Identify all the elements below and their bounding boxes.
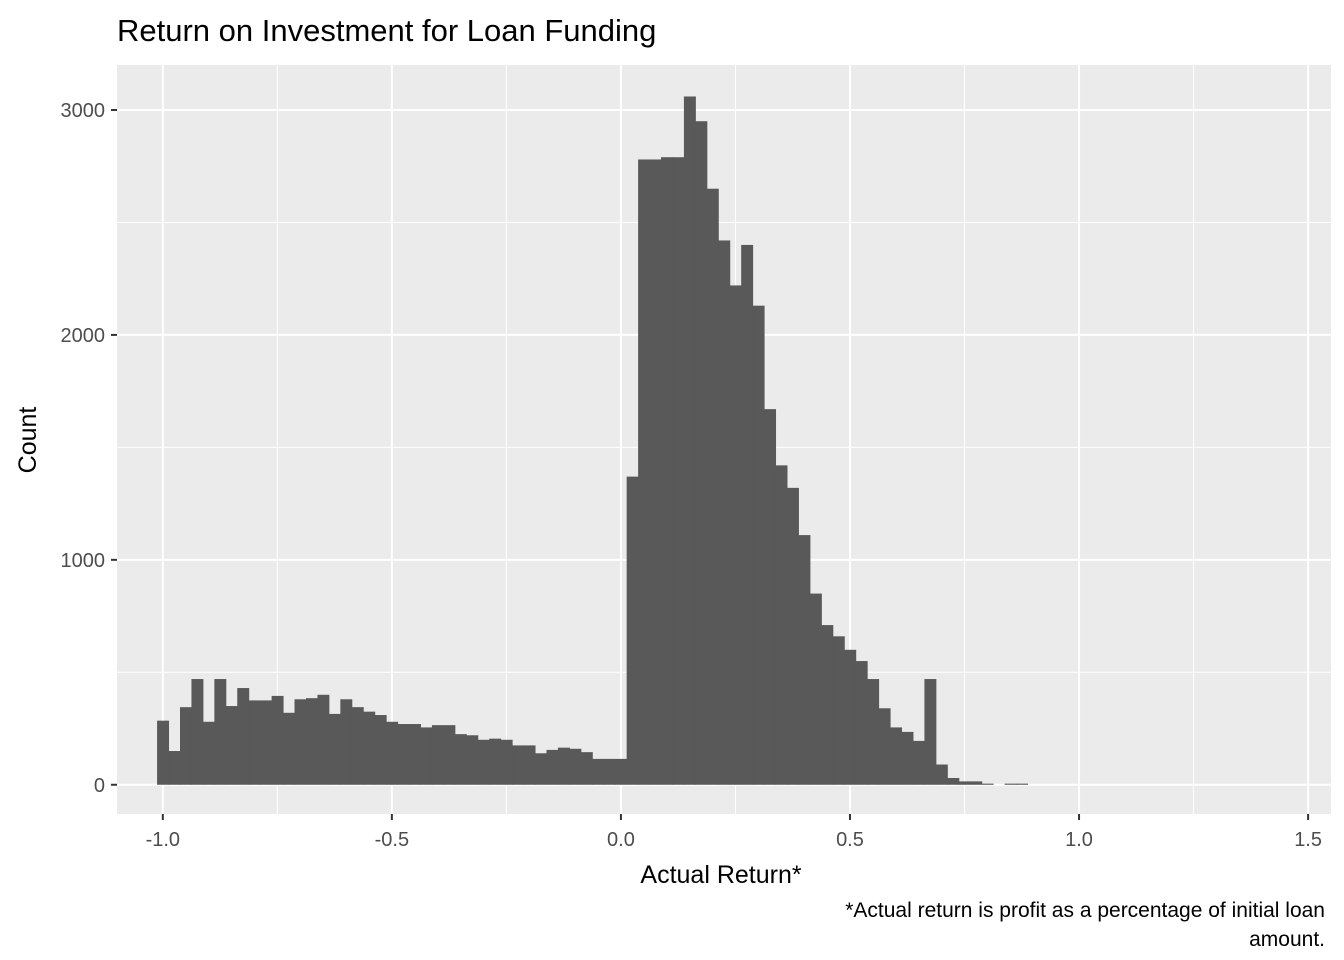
histogram-bar [523, 745, 536, 785]
x-tick-label: -0.5 [375, 829, 409, 851]
histogram-bar [374, 715, 387, 785]
histogram-bar [615, 758, 628, 785]
x-tick-label: 1.0 [1065, 829, 1093, 851]
histogram-bar [535, 753, 547, 785]
caption-line-1: *Actual return is profit as a percentage… [845, 899, 1325, 922]
histogram-bar [912, 740, 925, 785]
histogram-bar [729, 285, 742, 785]
histogram-bar [878, 708, 891, 785]
histogram-bar [1004, 783, 1017, 785]
histogram-bar [477, 739, 490, 785]
histogram-bar [431, 725, 444, 785]
histogram-bar [271, 695, 284, 785]
histogram-bar [958, 781, 971, 785]
histogram-bar [500, 739, 513, 785]
histogram-bar [363, 711, 376, 785]
histogram-bar [397, 724, 410, 785]
histogram-bar [569, 748, 582, 785]
histogram-bar [157, 720, 170, 785]
histogram-bar [317, 694, 330, 785]
histogram-bar [386, 721, 399, 785]
histogram-bar [890, 727, 903, 785]
histogram-bar [775, 465, 788, 785]
histogram-bar [489, 738, 502, 785]
histogram-bar [260, 700, 273, 785]
histogram-bar [626, 476, 639, 785]
histogram-bar [706, 188, 719, 785]
x-tick-label: -1.0 [146, 829, 180, 851]
histogram-bar [466, 735, 479, 785]
histogram-bar [741, 244, 754, 785]
histogram-bar [179, 707, 192, 785]
caption-line-2: amount. [1249, 928, 1325, 951]
histogram-bar [546, 749, 559, 785]
histogram-bar [328, 713, 341, 785]
x-axis-ticks: -1.0 -0.5 0.0 0.5 1.0 1.5 [146, 814, 1322, 851]
histogram-bar [695, 121, 708, 785]
histogram-bars [157, 96, 1028, 785]
y-tick-label: 1000 [61, 550, 106, 572]
histogram-bar [718, 240, 731, 785]
histogram-bar [855, 661, 868, 785]
y-tick-label: 2000 [61, 325, 106, 347]
histogram-bar [592, 758, 605, 785]
histogram-bar [672, 157, 685, 785]
histogram-bar [248, 700, 261, 785]
histogram-bar [683, 96, 696, 785]
histogram-bar [580, 752, 593, 785]
histogram-bar [443, 725, 456, 785]
histogram-bar [305, 698, 318, 785]
histogram-bar [752, 305, 765, 785]
chart-title: Return on Investment for Loan Funding [117, 13, 656, 48]
histogram-bar [970, 781, 983, 785]
histogram-bar [649, 159, 662, 785]
histogram-bar [844, 649, 857, 785]
histogram-bar [351, 707, 364, 785]
y-tick-label: 0 [94, 775, 105, 797]
histogram-bar [237, 688, 250, 785]
histogram-bar [191, 679, 204, 785]
histogram-bar [557, 747, 570, 785]
histogram-bar [798, 535, 811, 785]
x-axis-title: Actual Return* [640, 861, 801, 889]
histogram-bar [1016, 783, 1028, 785]
histogram-bar [168, 751, 181, 785]
histogram-bar [283, 712, 296, 785]
y-axis-ticks: 0 1000 2000 3000 [61, 100, 117, 797]
histogram-bar [981, 783, 994, 785]
histogram-bar [786, 487, 799, 785]
histogram-bar [454, 734, 467, 785]
histogram-bar [764, 409, 777, 785]
x-tick-label: 0.5 [836, 829, 864, 851]
histogram-bar [420, 727, 433, 785]
y-tick-label: 3000 [61, 100, 106, 122]
x-tick-label: 0.0 [607, 829, 635, 851]
histogram-bar [821, 625, 834, 785]
x-tick-label: 1.5 [1294, 829, 1322, 851]
histogram-bar [924, 679, 937, 785]
histogram-bar [512, 745, 525, 785]
histogram-bar [638, 159, 651, 785]
histogram-bar [409, 724, 421, 785]
histogram-bar [809, 593, 822, 785]
y-axis-title: Count [14, 407, 42, 474]
histogram-bar [901, 731, 914, 785]
histogram-bar [214, 679, 227, 785]
histogram-bar [340, 699, 353, 785]
histogram-bar [867, 679, 880, 785]
histogram-bar [935, 764, 948, 785]
histogram-bar [603, 758, 616, 785]
histogram-bar [947, 778, 960, 785]
histogram-bar [832, 636, 845, 785]
histogram-bar [202, 721, 215, 785]
histogram-bar [294, 699, 307, 785]
histogram-bar [225, 706, 238, 785]
histogram-bar [661, 157, 673, 785]
